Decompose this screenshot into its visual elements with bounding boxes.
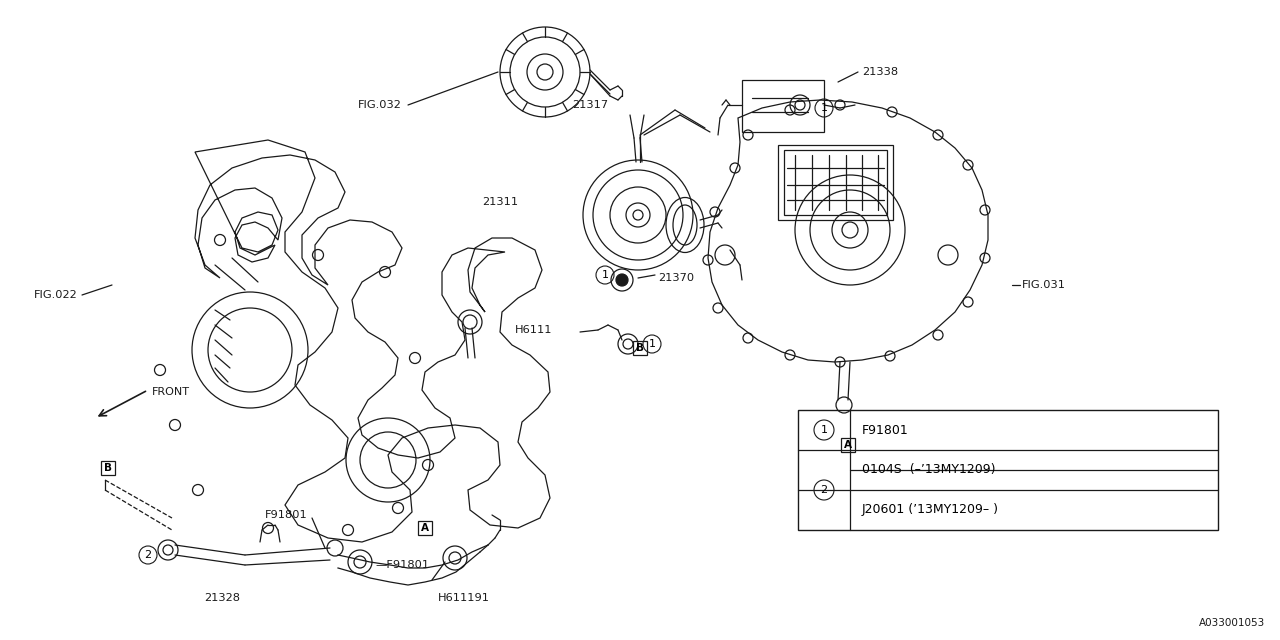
Bar — [797, 410, 1219, 530]
Text: A: A — [421, 523, 429, 533]
Text: 1: 1 — [649, 339, 655, 349]
Circle shape — [616, 274, 628, 286]
Text: 1: 1 — [820, 425, 827, 435]
Bar — [101, 461, 115, 475]
Text: F91801: F91801 — [265, 510, 308, 520]
Text: H611191: H611191 — [438, 593, 490, 603]
Bar — [742, 80, 824, 132]
Text: 1: 1 — [820, 103, 827, 113]
Text: FIG.031: FIG.031 — [1021, 280, 1066, 290]
Text: 2: 2 — [145, 550, 151, 560]
Bar — [634, 341, 646, 355]
Text: A033001053: A033001053 — [1199, 618, 1265, 628]
Text: 21317: 21317 — [572, 100, 608, 110]
Bar — [783, 150, 887, 215]
Text: 21370: 21370 — [658, 273, 694, 283]
Text: 21338: 21338 — [861, 67, 899, 77]
Text: F91801: F91801 — [861, 424, 909, 436]
Text: H6111: H6111 — [515, 325, 552, 335]
Text: FIG.022: FIG.022 — [35, 290, 78, 300]
Text: —F91801: —F91801 — [376, 560, 430, 570]
Text: 21311: 21311 — [481, 197, 518, 207]
Bar — [841, 438, 855, 452]
Text: 2: 2 — [820, 485, 828, 495]
Text: B: B — [104, 463, 113, 473]
Text: B: B — [636, 343, 644, 353]
Text: FIG.032: FIG.032 — [358, 100, 402, 110]
Text: A: A — [844, 440, 852, 450]
Bar — [419, 521, 433, 535]
Text: 21328: 21328 — [204, 593, 241, 603]
Text: FRONT: FRONT — [152, 387, 189, 397]
Text: J20601 (’13MY1209– ): J20601 (’13MY1209– ) — [861, 504, 998, 516]
Text: 0104S  (–’13MY1209): 0104S (–’13MY1209) — [861, 463, 996, 477]
Text: 1: 1 — [602, 270, 608, 280]
Bar — [778, 145, 893, 220]
